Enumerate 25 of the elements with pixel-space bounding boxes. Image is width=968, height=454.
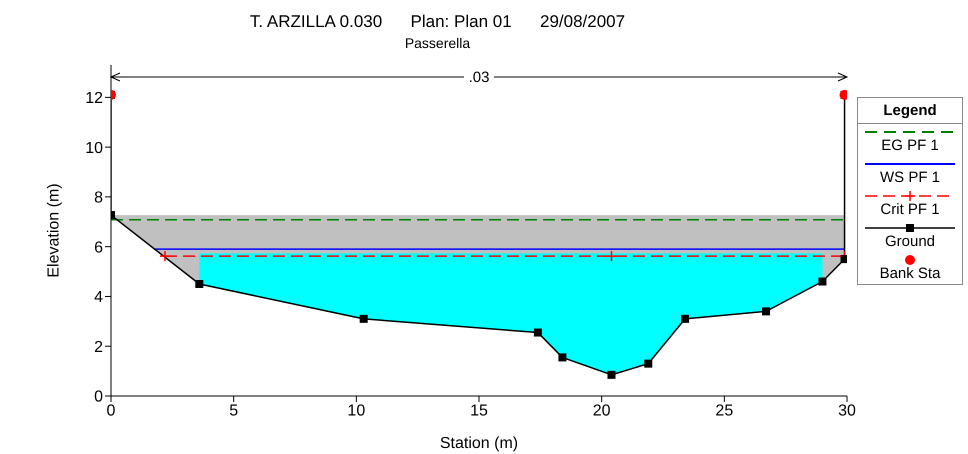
x-tick-label: 5	[229, 402, 238, 420]
y-tick-label: 0	[94, 388, 104, 406]
annotation: .03	[468, 69, 490, 86]
y-axis-title: Elevation (m)	[46, 183, 63, 278]
chart-subtitle: Passerella	[404, 35, 472, 51]
legend-label: EG PF 1	[880, 137, 940, 154]
x-tick-label: 20	[592, 402, 611, 420]
y-tick-label: 10	[85, 140, 104, 157]
legend-label: WS PF 1	[878, 169, 941, 186]
y-tick-label: 4	[94, 289, 104, 306]
y-tick-label: 12	[85, 90, 104, 108]
x-axis-title: Station (m)	[440, 435, 518, 452]
x-tick-label: 10	[347, 402, 366, 420]
x-tick-label: 15	[470, 402, 488, 420]
chart-title: T. ARZILLA 0.030 Plan: Plan 01 29/08/2007	[248, 12, 626, 32]
y-tick-label: 2	[94, 338, 104, 356]
legend-label: Crit PF 1	[879, 201, 941, 218]
y-tick-label: 8	[94, 190, 104, 207]
x-tick-label: 30	[838, 402, 856, 420]
x-tick-label: 0	[106, 402, 116, 420]
legend-label: Ground	[884, 233, 936, 250]
legend-label: Bank Sta	[878, 265, 942, 282]
y-tick-label: 6	[94, 239, 104, 256]
legend-title: Legend	[858, 98, 962, 124]
x-tick-label: 25	[715, 402, 734, 420]
